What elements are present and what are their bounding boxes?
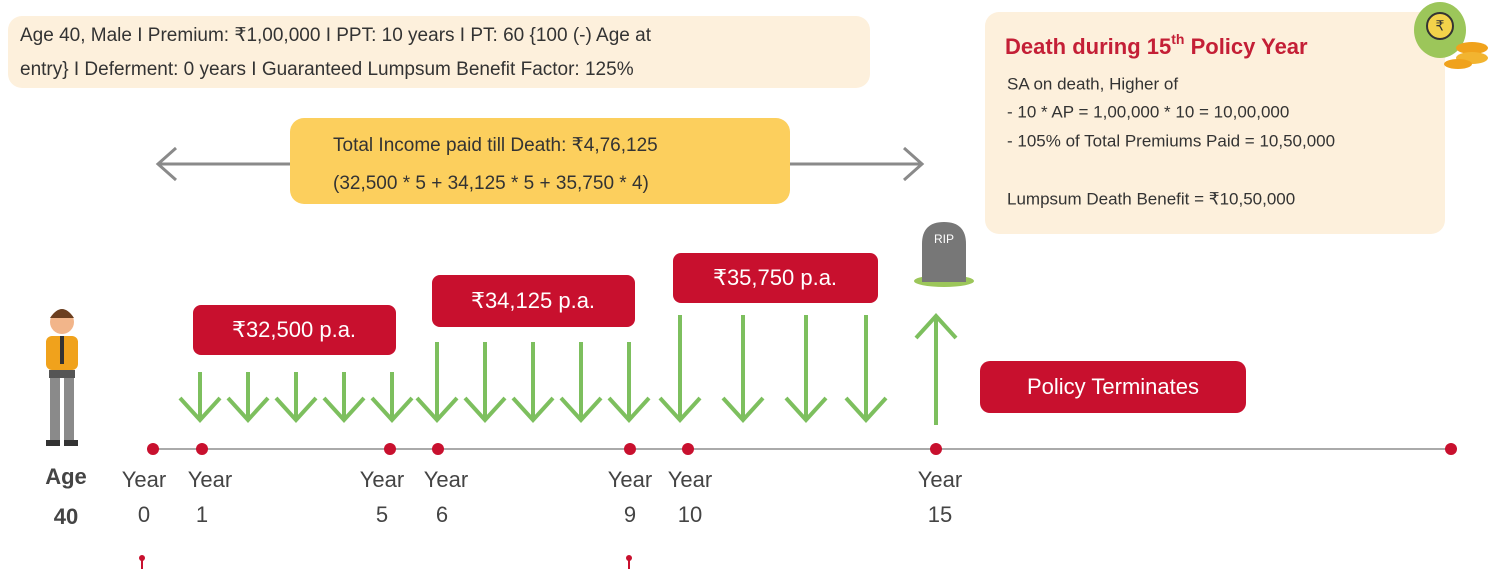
death-line: - 105% of Total Premiums Paid = 10,50,00… (1007, 131, 1335, 150)
year-number: 10 (678, 502, 702, 527)
age-label: Age (45, 464, 87, 489)
income-arrow (324, 372, 364, 420)
timeline-dot (930, 443, 942, 455)
timeline-dot (432, 443, 444, 455)
year-label: Year (188, 467, 232, 492)
income-arrow (561, 342, 601, 420)
timeline-dot (196, 443, 208, 455)
age-value: 40 (54, 504, 78, 529)
tombstone-text: RIP (934, 232, 954, 246)
death-arrow (916, 316, 956, 425)
income-arrow (846, 315, 886, 420)
income-arrow (276, 372, 316, 420)
year-number: 6 (436, 502, 448, 527)
title-part: Death during 15 (1005, 34, 1171, 59)
header-line: Age 40, Male I Premium: ₹1,00,000 I PPT:… (20, 25, 652, 46)
pin (139, 555, 145, 569)
income-arrow (513, 342, 553, 420)
total-income-line: (32,500 * 5 + 34,125 * 5 + 35,750 * 4) (333, 173, 649, 194)
income-arrow (786, 315, 826, 420)
income-label: ₹34,125 p.a. (471, 288, 595, 313)
svg-text:₹: ₹ (1436, 18, 1445, 34)
title-part: Policy Year (1184, 34, 1308, 59)
pin (626, 555, 632, 569)
income-arrow (465, 342, 505, 420)
title-sup: th (1171, 31, 1184, 47)
year-number: 5 (376, 502, 388, 527)
income-arrow (660, 315, 700, 420)
year-number: 15 (928, 502, 952, 527)
income-arrow (372, 372, 412, 420)
year-label: Year (424, 467, 468, 492)
timeline-dot (384, 443, 396, 455)
timeline-dot (624, 443, 636, 455)
header-line: entry} I Deferment: 0 years I Guaranteed… (20, 59, 634, 80)
income-arrow (228, 372, 268, 420)
total-income-line: Total Income paid till Death: ₹4,76,125 (333, 135, 658, 156)
income-arrow (417, 342, 457, 420)
year-number: 0 (138, 502, 150, 527)
death-line: Lumpsum Death Benefit = ₹10,50,000 (1007, 189, 1295, 208)
terminates-label: Policy Terminates (1027, 374, 1199, 399)
year-number: 9 (624, 502, 636, 527)
income-label: ₹35,750 p.a. (713, 265, 837, 290)
income-arrow (609, 342, 649, 420)
death-title: Death during 15th Policy Year (1005, 31, 1308, 59)
income-arrow (180, 372, 220, 420)
year-label: Year (360, 467, 404, 492)
timeline: Year 0 Year 1 Year 5 Year 6 Year 9 Year 10 Year 15 (122, 443, 1457, 527)
year-label: Year (918, 467, 962, 492)
income-label: ₹32,500 p.a. (232, 317, 356, 342)
year-label: Year (122, 467, 166, 492)
timeline-dot (1445, 443, 1457, 455)
infographic: Age 40, Male I Premium: ₹1,00,000 I PPT:… (0, 0, 1494, 569)
death-line: SA on death, Higher of (1007, 74, 1178, 93)
timeline-dot (682, 443, 694, 455)
year-label: Year (608, 467, 652, 492)
timeline-dot (147, 443, 159, 455)
year-label: Year (668, 467, 712, 492)
income-arrow (723, 315, 763, 420)
person-icon (46, 309, 78, 446)
year-number: 1 (196, 502, 208, 527)
death-line: - 10 * AP = 1,00,000 * 10 = 10,00,000 (1007, 102, 1289, 121)
tombstone-icon: RIP (914, 222, 974, 287)
